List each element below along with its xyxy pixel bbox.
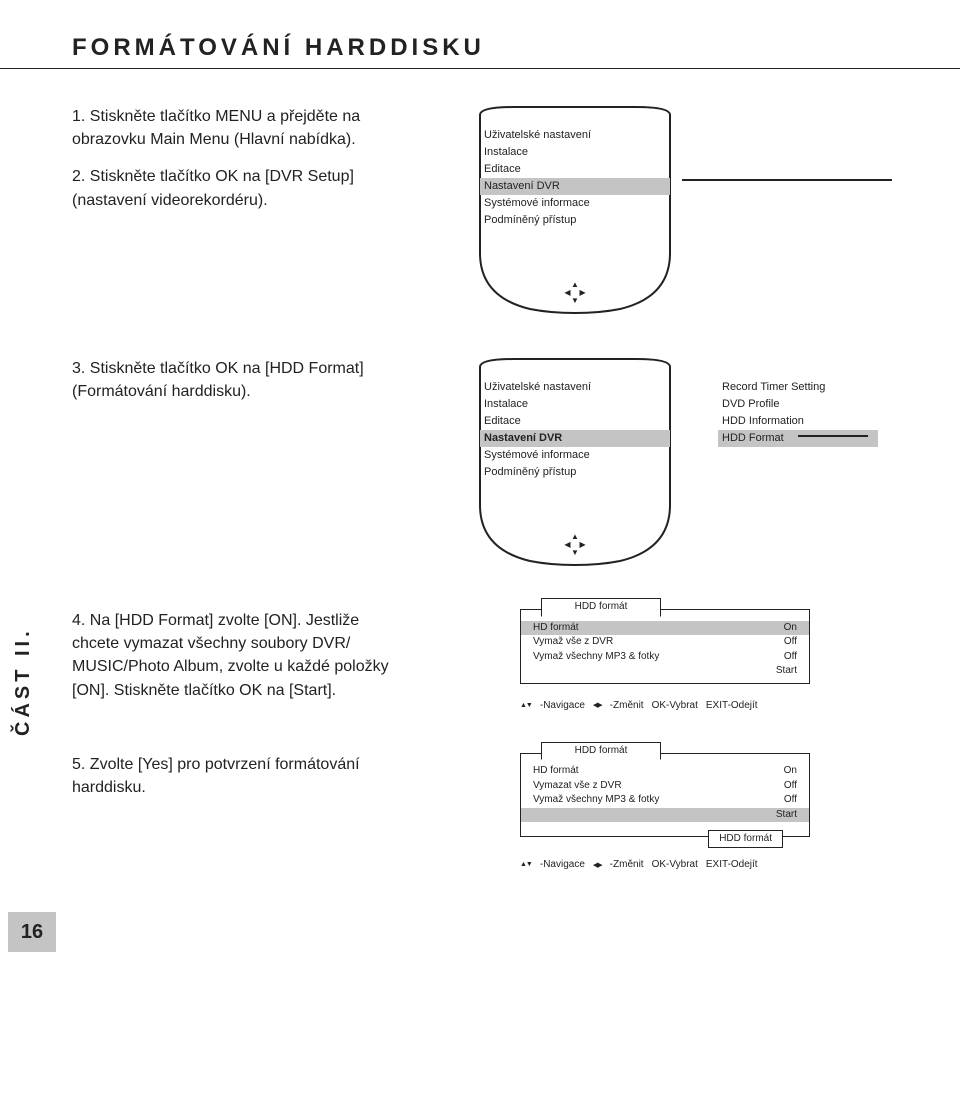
menu2-item-install: Instalace [480,396,670,413]
step-4-body: Na [HDD Format] zvolte [ON]. Jestliže ch… [72,612,389,699]
remote-screen-1: Uživatelské nastavení Instalace Editace … [460,105,690,315]
menu2-item-sysinfo: Systémové informace [480,447,670,464]
row-step-3: 3. Stiskněte tlačítko OK na [HDD Format]… [72,357,912,567]
osd2-inner-tab: HDD formát [708,830,783,849]
nav1-c: OK-Vybrat [652,700,698,711]
menu-item-install: Instalace [480,144,670,161]
osd1-l3: Vymaž všechny MP3 & fotky [533,650,659,665]
menu2-item-dvr: Nastavení DVR [480,430,670,447]
step-2-body: Stiskněte tlačítko OK na [DVR Setup] (na… [72,168,354,208]
updown-icon: ▲▼ [520,702,532,709]
dpad-icon: ▲◀ ▶▼ [564,281,585,305]
step-3-num: 3. [72,360,85,377]
step-3-text: 3. Stiskněte tlačítko OK na [HDD Format]… [72,357,392,403]
menu2-item-edit: Editace [480,413,670,430]
remote-screen-2: Uživatelské nastavení Instalace Editace … [460,357,690,567]
step-1-text: 1. Stiskněte tlačítko MENU a přejděte na… [72,105,392,151]
nav-hint-2: ▲▼ -Navigace ◀▶ -Změnit OK-Vybrat EXIT-O… [520,859,810,870]
osd1-row-4: Start [521,664,809,679]
step-3-body: Stiskněte tlačítko OK na [HDD Format] (F… [72,360,364,400]
row-step-1-2: 1. Stiskněte tlačítko MENU a přejděte na… [72,105,912,315]
submenu-hddformat: HDD Format [718,430,878,447]
menu-item-dvr: Nastavení DVR [480,178,670,195]
osd2-row-1: HD formát On [521,764,809,779]
nav2-c: OK-Vybrat [652,859,698,870]
nav-hint-1: ▲▼ -Navigace ◀▶ -Změnit OK-Vybrat EXIT-O… [520,700,810,711]
nav2-b: -Změnit [610,859,644,870]
osd2-l3: Vymaž všechny MP3 & fotky [533,793,659,808]
osd1-v4: Start [776,664,797,679]
osd2-row-4: Start [521,808,809,823]
step-1-body: Stiskněte tlačítko MENU a přejděte na ob… [72,108,360,148]
menu-item-access: Podmíněný přístup [480,212,670,229]
nav1-d: EXIT-Odejít [706,700,758,711]
osd1-row-2: Vymaž vše z DVR Off [521,635,809,650]
dpad-icon: ▲◀ ▶▼ [564,533,585,557]
step-5-text: 5. Zvolte [Yes] pro potvrzení formátován… [72,753,392,799]
title-rule [0,68,960,69]
row-step-4: 4. Na [HDD Format] zvolte [ON]. Jestliže… [72,609,912,711]
nav2-a: -Navigace [540,859,585,870]
step-2-num: 2. [72,168,85,185]
menu2-item-access: Podmíněný přístup [480,464,670,481]
page-number: 16 [8,912,56,952]
osd-dialog-2: HDD formát HD formát On Vymazat vše z DV… [520,753,810,838]
osd2-title: HDD formát [541,742,661,761]
submenu-box: Record Timer Setting DVD Profile HDD Inf… [718,379,878,447]
pointer-line-1 [682,179,892,181]
submenu-hddinfo: HDD Information [718,413,878,430]
step-2-text: 2. Stiskněte tlačítko OK na [DVR Setup] … [72,165,392,211]
osd2-v4: Start [776,808,797,823]
row-step-5: 5. Zvolte [Yes] pro potvrzení formátován… [72,753,912,871]
step-1-num: 1. [72,108,85,125]
osd2-v1: On [784,764,797,779]
pointer-line-2 [798,435,868,437]
leftright-icon: ◀▶ [593,861,602,869]
osd2-row-2: Vymazat vše z DVR Off [521,779,809,794]
step-5-body: Zvolte [Yes] pro potvrzení formátování h… [72,756,360,796]
osd-block-2: HDD formát HD formát On Vymazat vše z DV… [520,753,810,871]
leftright-icon: ◀▶ [593,701,602,709]
nav1-a: -Navigace [540,700,585,711]
step-4-num: 4. [72,612,85,629]
osd2-v3: Off [784,793,797,808]
menu-item-user: Uživatelské nastavení [480,127,670,144]
osd2-v2: Off [784,779,797,794]
osd1-v1: On [784,621,797,636]
page-title: FORMÁTOVÁNÍ HARDDISKU [72,34,912,62]
menu2-item-user: Uživatelské nastavení [480,379,670,396]
step-text-col-1: 1. Stiskněte tlačítko MENU a přejděte na… [72,105,392,212]
osd1-v2: Off [784,635,797,650]
nav2-d: EXIT-Odejít [706,859,758,870]
updown-icon: ▲▼ [520,861,532,868]
step-5-num: 5. [72,756,85,773]
remote-2-menu: Uživatelské nastavení Instalace Editace … [480,379,670,481]
menu-item-sysinfo: Systémové informace [480,195,670,212]
osd1-row-1: HD formát On [521,621,809,636]
osd-block-1: HDD formát HD formát On Vymaž vše z DVR … [520,609,810,711]
section-side-label: ČÁST II. [12,627,35,736]
osd-dialog-1: HDD formát HD formát On Vymaž vše z DVR … [520,609,810,684]
osd1-title: HDD formát [541,598,661,617]
osd2-l1: HD formát [533,764,579,779]
osd2-l2: Vymazat vše z DVR [533,779,622,794]
osd2-row-3: Vymaž všechny MP3 & fotky Off [521,793,809,808]
submenu-profile: DVD Profile [718,396,878,413]
remote-1-menu: Uživatelské nastavení Instalace Editace … [480,127,670,229]
osd1-row-3: Vymaž všechny MP3 & fotky Off [521,650,809,665]
osd1-l1: HD formát [533,621,579,636]
nav1-b: -Změnit [610,700,644,711]
submenu-timer: Record Timer Setting [718,379,878,396]
menu-item-edit: Editace [480,161,670,178]
osd1-l2: Vymaž vše z DVR [533,635,613,650]
step-4-text: 4. Na [HDD Format] zvolte [ON]. Jestliže… [72,609,392,702]
osd1-v3: Off [784,650,797,665]
